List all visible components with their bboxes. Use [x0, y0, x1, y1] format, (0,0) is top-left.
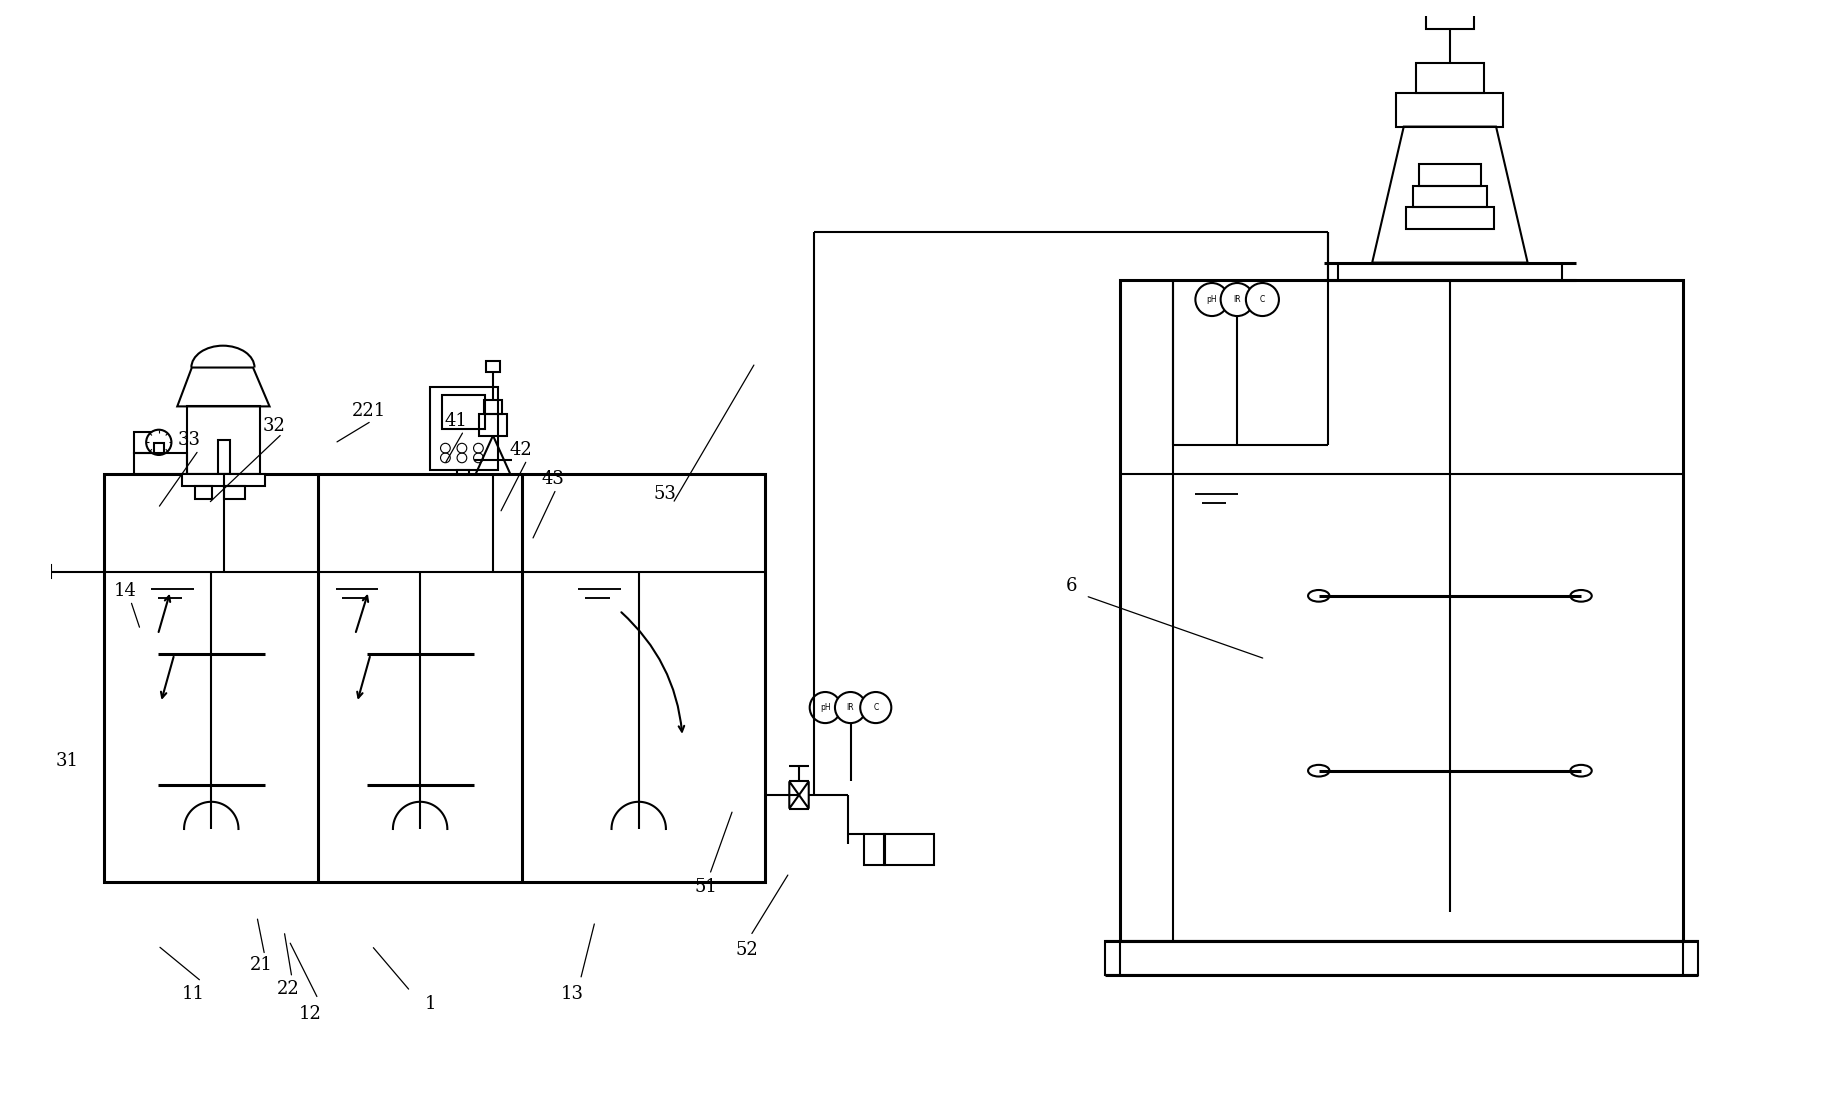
- Text: IR: IR: [1234, 295, 1241, 304]
- Text: 13: 13: [562, 985, 584, 1003]
- Bar: [1419, 165, 1482, 186]
- Circle shape: [835, 692, 867, 723]
- Circle shape: [1247, 284, 1280, 316]
- Text: 21: 21: [250, 956, 274, 974]
- Text: 221: 221: [353, 403, 386, 420]
- Text: 42: 42: [510, 441, 532, 459]
- Bar: [865, 834, 885, 865]
- Bar: [134, 453, 187, 475]
- Bar: [883, 834, 935, 865]
- Ellipse shape: [1307, 590, 1329, 602]
- Bar: [457, 469, 468, 475]
- Circle shape: [861, 692, 890, 723]
- Circle shape: [0, 545, 15, 598]
- Circle shape: [1221, 284, 1254, 316]
- Bar: [1397, 92, 1504, 127]
- Text: 53: 53: [654, 485, 676, 503]
- Text: 14: 14: [114, 582, 138, 600]
- Text: IR: IR: [846, 703, 854, 712]
- Text: 51: 51: [694, 878, 718, 896]
- Bar: [134, 431, 154, 453]
- Bar: [479, 414, 507, 436]
- Circle shape: [147, 429, 171, 455]
- Bar: [154, 444, 163, 453]
- Bar: [485, 399, 501, 414]
- Bar: [487, 360, 499, 373]
- Text: 52: 52: [736, 942, 758, 960]
- Text: 41: 41: [444, 411, 468, 430]
- Bar: [105, 475, 766, 883]
- Bar: [441, 395, 485, 429]
- Text: C: C: [874, 703, 878, 712]
- Text: 1: 1: [424, 995, 437, 1013]
- Bar: [29, 565, 51, 578]
- Text: 11: 11: [182, 985, 206, 1003]
- Text: 43: 43: [542, 470, 564, 488]
- Circle shape: [1195, 284, 1228, 316]
- Bar: [1120, 280, 1684, 941]
- Ellipse shape: [1570, 590, 1592, 602]
- Bar: [1105, 941, 1698, 975]
- Circle shape: [810, 692, 841, 723]
- Text: 22: 22: [277, 981, 299, 999]
- Bar: [182, 475, 264, 486]
- Bar: [218, 440, 230, 475]
- Bar: [187, 406, 261, 475]
- Text: C: C: [1259, 295, 1265, 304]
- Text: 31: 31: [55, 752, 79, 770]
- Text: 32: 32: [263, 417, 286, 435]
- Text: 6: 6: [1067, 577, 1078, 595]
- Ellipse shape: [1570, 765, 1592, 776]
- Text: pH: pH: [1206, 295, 1217, 304]
- Text: 12: 12: [299, 1004, 321, 1023]
- Bar: [1416, 63, 1483, 92]
- Ellipse shape: [1307, 765, 1329, 776]
- Bar: [1406, 207, 1495, 229]
- Bar: [430, 387, 498, 469]
- Bar: [224, 486, 246, 498]
- Bar: [1414, 186, 1487, 207]
- Text: pH: pH: [821, 703, 830, 712]
- Bar: [1425, 0, 1474, 29]
- Text: 33: 33: [178, 431, 200, 449]
- Bar: [195, 486, 213, 498]
